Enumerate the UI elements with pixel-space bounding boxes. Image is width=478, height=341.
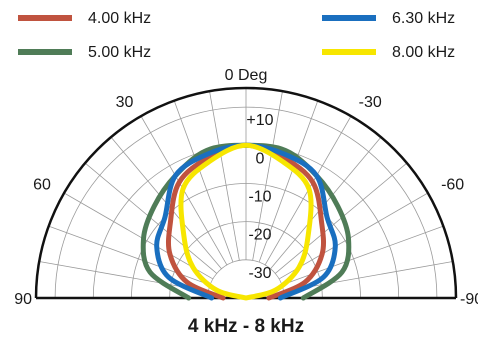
legend-label: 4.00 kHz: [88, 10, 151, 27]
grid-spoke: [173, 100, 234, 263]
legend-label: 8.00 kHz: [392, 44, 455, 61]
radial-tick-label: -30: [248, 265, 271, 282]
angle-tick-label: -30: [359, 94, 382, 111]
angle-tick-label: 60: [33, 176, 51, 193]
grid-spoke: [63, 192, 214, 280]
angle-tick-label: 90: [14, 291, 32, 308]
series-line-8-00-khz: [178, 142, 314, 301]
radial-tick-label: +10: [246, 112, 273, 129]
grid-spoke: [209, 91, 240, 261]
legend: 4.00 kHz 6.30 kHz 5.00 kHz 8.00 kHz: [18, 10, 455, 61]
angle-tick-label: -90: [460, 291, 478, 308]
legend-label: 5.00 kHz: [88, 44, 151, 61]
grid-spoke: [278, 192, 429, 280]
angle-tick-label: 30: [116, 94, 134, 111]
radial-tick-label: -20: [248, 227, 271, 244]
series-layer: [140, 142, 352, 301]
outer-arc: [34, 86, 458, 299]
tick-labels: 0 Deg 30 -30 60 -60 90 -90 +10 0 -10 -20 -30: [14, 67, 478, 308]
chart-title: 4 kHz - 8 kHz: [188, 316, 304, 337]
grid-spoke: [252, 91, 283, 261]
grid-spoke: [258, 100, 319, 263]
angle-tick-label: -60: [441, 176, 464, 193]
radial-tick-label: 0: [256, 150, 265, 167]
angle-tick-label: 0 Deg: [225, 67, 268, 84]
radial-tick-label: -10: [248, 188, 271, 205]
legend-label: 6.30 kHz: [392, 10, 455, 27]
